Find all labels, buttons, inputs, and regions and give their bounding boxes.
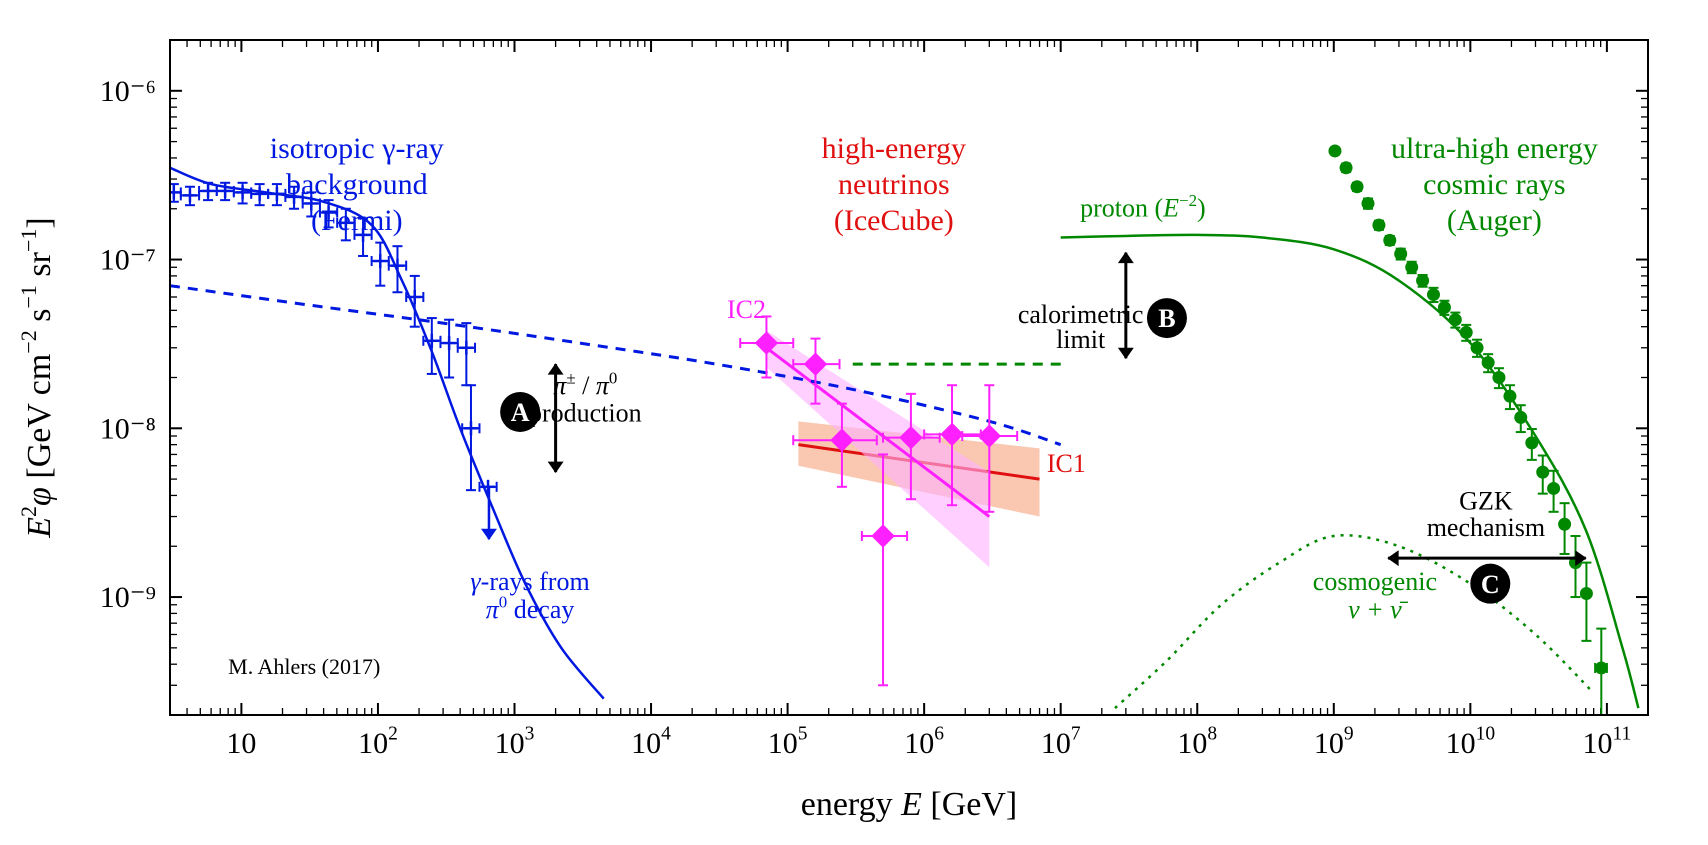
svg-text:104: 104 (631, 724, 671, 761)
svg-text:109: 109 (1314, 724, 1354, 761)
svg-text:103: 103 (495, 724, 535, 761)
svg-text:10: 10 (226, 727, 256, 760)
svg-text:10⁻⁸: 10⁻⁸ (100, 412, 156, 445)
inline-label: production (529, 398, 642, 427)
svg-text:E2φ [GeV cm−2 s−1 sr−1]: E2φ [GeV cm−2 s−1 sr−1] (16, 217, 58, 538)
header-label: neutrinos (838, 168, 950, 201)
svg-text:108: 108 (1177, 724, 1217, 761)
inline-label: IC1 (1047, 449, 1086, 478)
header-label: cosmic rays (1423, 168, 1565, 201)
inline-label: GZK (1459, 487, 1513, 516)
inline-label: IC2 (727, 295, 766, 324)
header-label: (Auger) (1447, 204, 1542, 237)
svg-text:105: 105 (768, 724, 808, 761)
svg-text:B: B (1158, 304, 1175, 333)
auger-data-points (1595, 662, 1607, 674)
svg-text:A: A (511, 398, 530, 427)
inline-label: mechanism (1427, 513, 1545, 542)
svg-text:10⁻⁷: 10⁻⁷ (100, 244, 156, 277)
svg-text:10⁻⁶: 10⁻⁶ (100, 75, 156, 108)
svg-text:1010: 1010 (1446, 724, 1496, 761)
multimessenger-spectrum-chart: 10 102 103 104 105 106 107 108 109 1010 1011 10⁻⁹ 10… (0, 0, 1708, 845)
svg-text:102: 102 (358, 724, 398, 761)
svg-text:energy E [GeV]: energy E [GeV] (801, 786, 1018, 823)
inline-label: limit (1056, 325, 1106, 354)
svg-text:C: C (1481, 570, 1500, 599)
header-label: ultra-high energy (1391, 132, 1598, 165)
svg-text:107: 107 (1041, 724, 1081, 761)
inline-label: γ-rays from (470, 567, 589, 596)
svg-text:106: 106 (904, 724, 944, 761)
inline-label: M. Ahlers (2017) (228, 654, 380, 679)
inline-label: π± / π0 (553, 368, 617, 399)
header-label: isotropic γ-ray (270, 132, 444, 165)
header-label: background (286, 168, 428, 201)
header-label: (IceCube) (834, 204, 954, 237)
header-label: (Fermi) (311, 204, 403, 237)
inline-label: cosmogenic (1313, 567, 1437, 596)
header-label: high-energy (822, 132, 966, 165)
svg-text:1011: 1011 (1583, 724, 1632, 761)
svg-text:10⁻⁹: 10⁻⁹ (100, 581, 156, 614)
inline-label: ν + ν̄ (1348, 595, 1409, 624)
